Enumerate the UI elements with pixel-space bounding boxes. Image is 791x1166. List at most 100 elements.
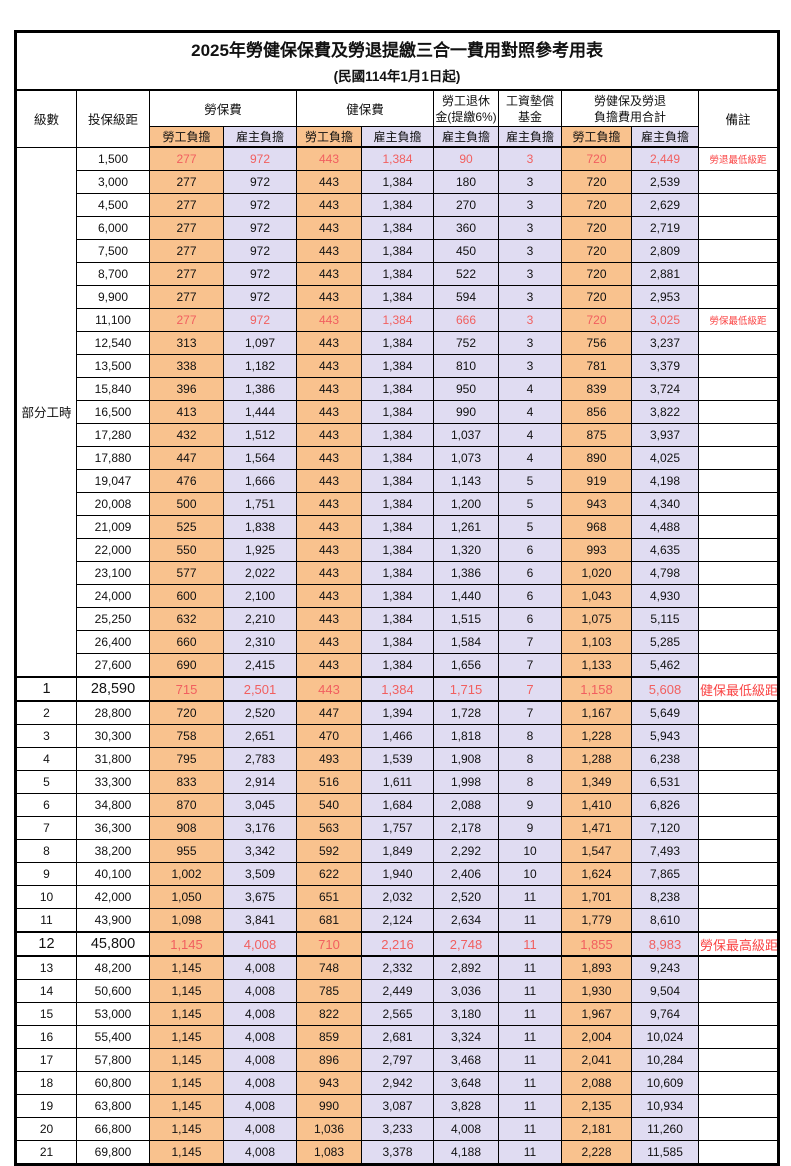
remark-cell	[697, 262, 780, 286]
health-employer-cell: 1,384	[361, 193, 434, 217]
level-cell: 16	[15, 1025, 77, 1049]
remark-cell	[697, 239, 780, 263]
table-row: 27,600 690 2,415 443 1,384 1,656 7 1,133 5,462	[16, 653, 780, 678]
labor-employer-cell: 1,751	[223, 492, 297, 516]
salary-cell: 63,800	[76, 1094, 150, 1118]
pension-employer-cell: 2,178	[433, 816, 499, 840]
health-employer-cell: 1,384	[361, 308, 434, 332]
labor-employer-cell: 972	[223, 216, 297, 240]
labor-employee-cell: 908	[149, 816, 224, 840]
header-level: 級數	[15, 89, 77, 148]
pension-employer-cell: 2,892	[433, 955, 499, 980]
labor-employee-cell: 1,002	[149, 862, 224, 886]
pension-employer-cell: 360	[433, 216, 499, 240]
salary-cell: 43,900	[76, 908, 150, 933]
total-employer-cell: 9,764	[631, 1002, 699, 1026]
labor-employer-cell: 1,182	[223, 354, 297, 378]
total-employer-cell: 4,488	[631, 515, 699, 539]
level-cell: 18	[15, 1071, 77, 1095]
wage-fund-employer-cell: 5	[498, 469, 562, 493]
total-employee-cell: 1,288	[561, 747, 632, 771]
level-cell: 1	[15, 676, 77, 702]
total-employer-cell: 11,585	[631, 1140, 699, 1165]
wage-fund-employer-cell: 8	[498, 747, 562, 771]
labor-employee-cell: 338	[149, 354, 224, 378]
header-labor-employee: 勞工負擔	[149, 126, 224, 148]
title-row: 2025年勞健保保費及勞退提繳三合一費用對照參考用表 (民國114年1月1日起)	[14, 31, 780, 91]
health-employer-cell: 1,940	[361, 862, 434, 886]
health-employee-cell: 990	[296, 1094, 362, 1118]
total-employer-cell: 2,719	[631, 216, 699, 240]
remark-cell: 勞保最低級距	[697, 308, 780, 332]
wage-fund-employer-cell: 3	[498, 239, 562, 263]
table-row: 25,250 632 2,210 443 1,384 1,515 6 1,075 5,115	[16, 607, 780, 631]
labor-employer-cell: 972	[223, 262, 297, 286]
total-employee-cell: 1,967	[561, 1002, 632, 1026]
total-employee-cell: 2,004	[561, 1025, 632, 1049]
salary-cell: 11,100	[76, 308, 150, 332]
header-wage-fund: 工資墊償 基金	[498, 89, 562, 127]
table-row: 6,000 277 972 443 1,384 360 3 720 2,719	[16, 216, 780, 240]
labor-employer-cell: 3,045	[223, 793, 297, 817]
total-employee-cell: 720	[561, 216, 632, 240]
salary-cell: 1,500	[76, 146, 150, 171]
total-employer-cell: 8,610	[631, 908, 699, 933]
labor-employer-cell: 972	[223, 146, 297, 171]
total-employer-cell: 10,934	[631, 1094, 699, 1118]
remark-cell	[697, 885, 780, 909]
total-employee-cell: 720	[561, 262, 632, 286]
level-cell: 5	[15, 770, 77, 794]
pension-employer-cell: 90	[433, 146, 499, 171]
table-row: 4 31,800 795 2,783 493 1,539 1,908 8 1,288 6,238	[15, 747, 780, 771]
header-labor-insurance: 勞保費	[149, 89, 297, 127]
health-employee-cell: 622	[296, 862, 362, 886]
wage-fund-employer-cell: 7	[498, 653, 562, 678]
labor-employee-cell: 277	[149, 170, 224, 194]
health-employee-cell: 447	[296, 700, 362, 725]
labor-employee-cell: 1,145	[149, 1140, 224, 1165]
total-employer-cell: 5,115	[631, 607, 699, 631]
table-row: 16,500 413 1,444 443 1,384 990 4 856 3,822	[16, 400, 780, 424]
total-employer-cell: 7,120	[631, 816, 699, 840]
total-employee-cell: 1,228	[561, 724, 632, 748]
salary-cell: 42,000	[76, 885, 150, 909]
labor-employer-cell: 4,008	[223, 1117, 297, 1141]
labor-employee-cell: 277	[149, 285, 224, 309]
salary-cell: 7,500	[76, 239, 150, 263]
health-employer-cell: 3,233	[361, 1117, 434, 1141]
salary-cell: 25,250	[76, 607, 150, 631]
total-employer-cell: 2,539	[631, 170, 699, 194]
wage-fund-employer-cell: 11	[498, 979, 562, 1003]
health-employer-cell: 1,394	[361, 700, 434, 725]
remark-cell	[697, 1094, 780, 1118]
pension-employer-cell: 1,320	[433, 538, 499, 562]
labor-employer-cell: 972	[223, 308, 297, 332]
salary-cell: 23,100	[76, 561, 150, 585]
remark-cell	[697, 747, 780, 771]
total-employee-cell: 1,349	[561, 770, 632, 794]
table-row: 20 66,800 1,145 4,008 1,036 3,233 4,008 11 2,181…	[15, 1117, 780, 1141]
labor-employer-cell: 2,210	[223, 607, 297, 631]
wage-fund-employer-cell: 11	[498, 1025, 562, 1049]
labor-employee-cell: 432	[149, 423, 224, 447]
pension-employer-cell: 1,584	[433, 630, 499, 654]
table-row: 8 38,200 955 3,342 592 1,849 2,292 10 1,547 7,493	[15, 839, 780, 863]
salary-cell: 38,200	[76, 839, 150, 863]
labor-employer-cell: 1,512	[223, 423, 297, 447]
table-row: 11,100 277 972 443 1,384 666 3 720 3,025 勞保最低級距	[16, 308, 780, 332]
table-row: 17,880 447 1,564 443 1,384 1,073 4 890 4,025	[16, 446, 780, 470]
labor-employer-cell: 972	[223, 239, 297, 263]
pension-employer-cell: 450	[433, 239, 499, 263]
labor-employer-cell: 4,008	[223, 1048, 297, 1072]
health-employer-cell: 1,384	[361, 170, 434, 194]
pension-employer-cell: 950	[433, 377, 499, 401]
salary-cell: 33,300	[76, 770, 150, 794]
table-row: 10 42,000 1,050 3,675 651 2,032 2,520 11 1,701 8,…	[15, 885, 780, 909]
total-employee-cell: 720	[561, 285, 632, 309]
salary-cell: 22,000	[76, 538, 150, 562]
health-employee-cell: 785	[296, 979, 362, 1003]
level-cell: 20	[15, 1117, 77, 1141]
labor-employee-cell: 577	[149, 561, 224, 585]
salary-cell: 50,600	[76, 979, 150, 1003]
total-employer-cell: 6,531	[631, 770, 699, 794]
